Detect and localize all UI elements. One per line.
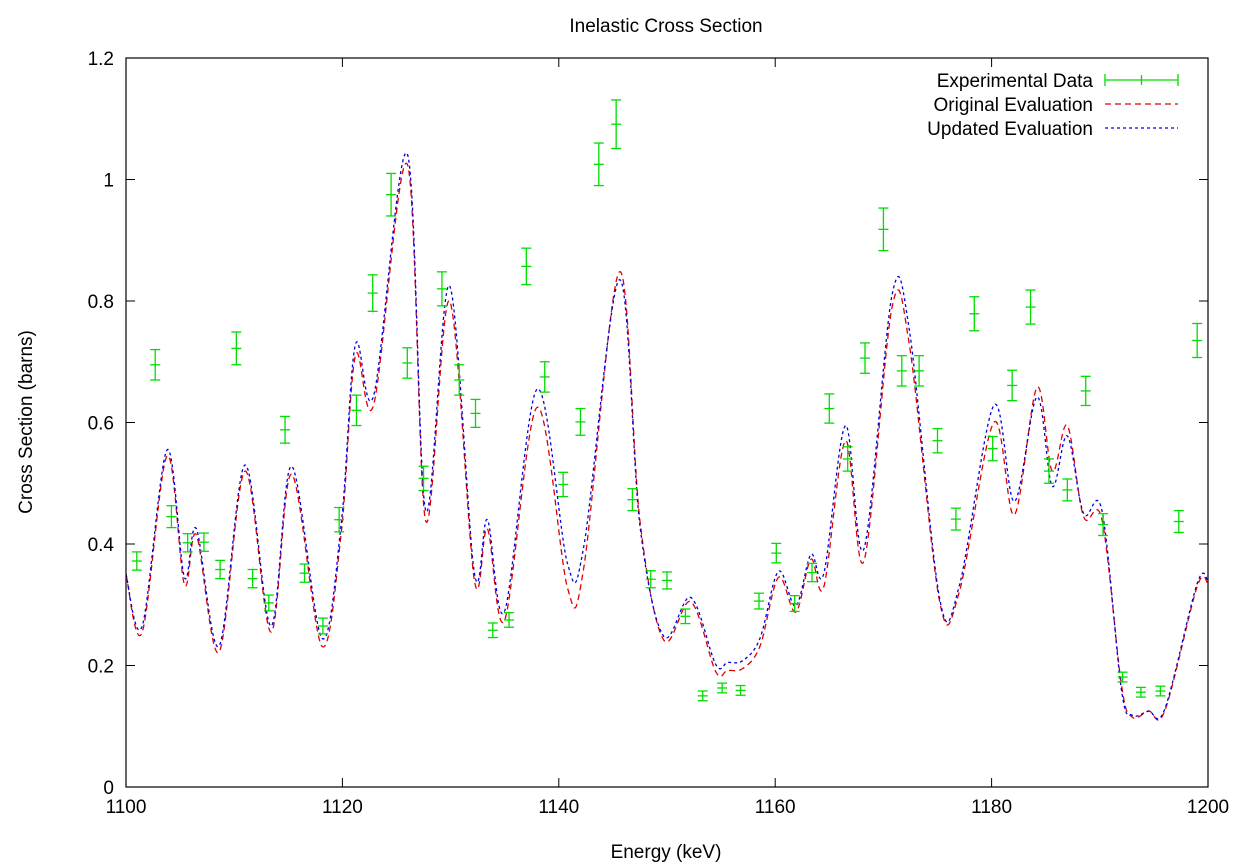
experimental-data-point — [317, 617, 328, 635]
experimental-data-point — [932, 427, 943, 454]
experimental-data-point — [753, 592, 764, 610]
experimental-data-point — [806, 562, 817, 583]
experimental-data-point — [896, 355, 907, 387]
y-tick-label: 0.4 — [88, 535, 115, 556]
experimental-data-point — [860, 342, 871, 374]
experimental-data-point — [539, 361, 550, 393]
plot-area — [126, 99, 1208, 721]
experimental-data-point — [1117, 671, 1128, 683]
plot-layer — [126, 99, 1208, 721]
experimental-data-point — [987, 435, 998, 462]
experimental-data-point — [680, 608, 691, 625]
experimental-data-point — [247, 568, 258, 589]
experimental-data-point — [1043, 458, 1054, 484]
experimental-data-point — [697, 690, 708, 702]
experimental-data-point — [215, 559, 226, 580]
experimental-data-point — [914, 355, 925, 387]
experimental-data-point — [842, 446, 853, 472]
experimental-data-point — [558, 471, 569, 498]
experimental-data-point — [150, 348, 161, 381]
experimental-data-point — [504, 611, 515, 628]
experimental-data-point — [198, 532, 209, 552]
experimental-data-point — [1173, 509, 1184, 534]
y-axis-label: Cross Section (barns) — [16, 330, 37, 514]
legend-entry: Updated Evaluation — [927, 119, 1178, 140]
x-tick-label: 1120 — [322, 797, 363, 818]
x-tick-label: 1180 — [971, 797, 1012, 818]
experimental-data-point — [131, 551, 142, 571]
series-line-updated-evaluation — [126, 152, 1208, 720]
experimental-data-point — [824, 393, 835, 424]
plot-frame — [125, 57, 1209, 788]
experimental-data-point — [263, 594, 274, 612]
x-tick-label: 1160 — [755, 797, 796, 818]
y-tick-label: 0.2 — [88, 657, 114, 678]
experimental-data-point — [367, 274, 378, 312]
legend-label: Original Evaluation — [934, 95, 1093, 116]
experimental-data-point — [1007, 369, 1018, 402]
experimental-data-point — [402, 347, 413, 379]
y-tick-label: 1 — [103, 171, 114, 192]
legend-entry: Original Evaluation — [934, 95, 1178, 116]
experimental-data-point — [575, 407, 586, 436]
experimental-data-point — [386, 172, 397, 217]
x-axis-label: Energy (keV) — [611, 842, 722, 863]
experimental-data-point — [470, 398, 481, 429]
experimental-data-point — [418, 465, 429, 492]
experimental-data-point — [1080, 375, 1091, 407]
experimental-data-point — [1155, 685, 1166, 697]
experimental-data-point — [1192, 322, 1203, 359]
y-tick-label: 1.2 — [88, 49, 114, 70]
experimental-data-point — [735, 684, 746, 696]
experimental-data-point — [299, 563, 310, 583]
experimental-data-point — [1098, 512, 1109, 537]
experimental-data-point — [627, 488, 638, 512]
experimental-data-point — [950, 507, 961, 531]
legend-label: Experimental Data — [937, 71, 1094, 92]
experimental-data-point — [487, 622, 498, 639]
experimental-data-point — [351, 394, 362, 427]
legend-entry: Experimental Data — [937, 71, 1179, 92]
experimental-data-point — [717, 682, 728, 694]
experimental-data-point — [969, 296, 980, 332]
x-axis: 1100 1120 1140 1160 1180 1200 — [106, 58, 1229, 818]
y-tick-label: 0.6 — [88, 414, 114, 435]
experimental-data-point — [662, 571, 672, 590]
legend: Experimental Data Original Evaluation Upda… — [927, 71, 1179, 140]
experimental-data-point — [1135, 686, 1146, 698]
x-tick-label: 1100 — [106, 797, 147, 818]
experimental-data-point — [1062, 478, 1073, 502]
experimental-data-point — [878, 207, 889, 252]
experimental-data-point — [521, 247, 532, 286]
experimental-data-point — [436, 271, 447, 307]
y-axis: 0 0.2 0.4 0.6 0.8 1 1.2 — [88, 49, 1208, 799]
y-tick-label: 0.8 — [88, 292, 114, 313]
experimental-data-point — [611, 99, 622, 150]
experimental-data-point — [231, 331, 242, 366]
experimental-data-point — [593, 142, 604, 187]
experimental-data-point — [645, 570, 656, 589]
x-tick-label: 1140 — [538, 797, 579, 818]
experimental-data-point — [454, 364, 465, 396]
experimental-data-point — [182, 533, 193, 553]
experimental-points — [131, 99, 1203, 702]
chart-title: Inelastic Cross Section — [569, 16, 762, 37]
experimental-data-point — [1025, 289, 1036, 325]
experimental-data-point — [166, 505, 177, 529]
experimental-data-point — [771, 542, 782, 564]
legend-label: Updated Evaluation — [927, 119, 1093, 140]
experimental-data-point — [280, 415, 291, 444]
experimental-data-point — [334, 506, 345, 533]
series-line-original-evaluation — [126, 162, 1208, 721]
x-tick-label: 1200 — [1187, 797, 1229, 818]
experimental-data-point — [789, 594, 800, 613]
y-tick-label: 0 — [103, 778, 114, 799]
